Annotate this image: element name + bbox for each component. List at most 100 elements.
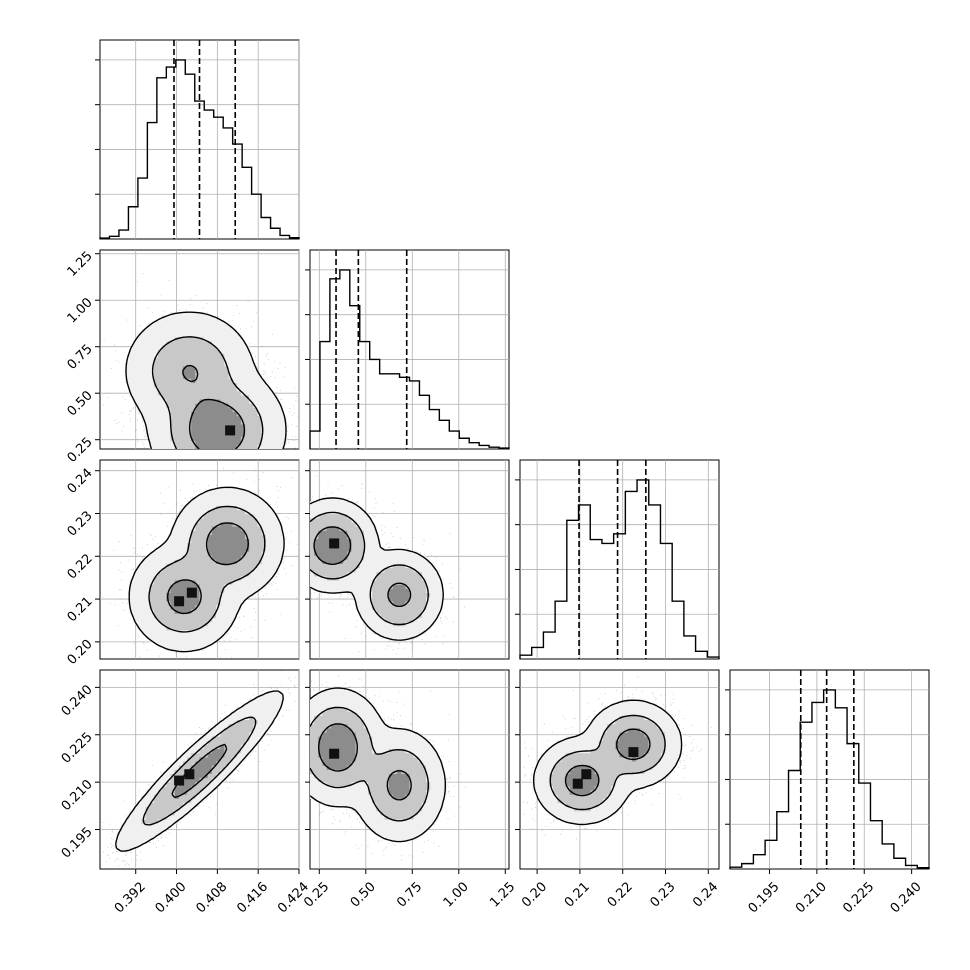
density-cell — [145, 337, 151, 342]
density-cell — [261, 411, 267, 417]
density-cell — [347, 777, 352, 783]
density-cell — [211, 592, 217, 598]
density-cell — [318, 563, 323, 569]
density-cell — [314, 732, 319, 737]
density-cell — [310, 522, 315, 527]
density-cell — [137, 386, 142, 392]
density-cell — [586, 802, 591, 808]
density-cell — [240, 530, 246, 535]
density-cell — [245, 361, 250, 367]
density-cell — [409, 588, 414, 593]
density-cell — [549, 790, 554, 795]
density-cell — [182, 551, 188, 556]
density-cell — [203, 382, 209, 388]
density-cell — [158, 823, 163, 828]
density-cell — [261, 509, 267, 515]
density-cell — [153, 320, 159, 325]
density-cell — [269, 444, 275, 449]
density-cell — [174, 567, 180, 573]
density-cell — [182, 320, 188, 325]
density-cell — [170, 332, 175, 338]
density-cell — [178, 588, 184, 593]
density-cell — [339, 719, 344, 725]
density-cell — [174, 353, 180, 359]
density-cell — [397, 810, 402, 816]
density-cell — [174, 345, 180, 350]
density-cell — [211, 424, 217, 429]
density-cell — [153, 831, 159, 837]
density-cell — [216, 370, 221, 375]
density-cell — [207, 403, 213, 408]
density-cell — [178, 444, 184, 449]
density-cell — [677, 732, 682, 737]
density-cell — [363, 786, 369, 791]
density-cell — [166, 357, 171, 363]
density-cell — [413, 621, 419, 627]
density-cell — [207, 736, 213, 741]
density-cell — [153, 600, 159, 606]
density-cell — [409, 765, 414, 770]
density-cell — [141, 370, 146, 375]
density-cell — [355, 530, 361, 535]
density-cell — [178, 374, 184, 379]
density-cell — [166, 576, 171, 581]
density-cell — [153, 436, 159, 442]
density-cell — [397, 596, 402, 602]
density-cell — [401, 786, 406, 791]
density-cell — [249, 723, 254, 729]
density-cell — [211, 366, 217, 371]
contour-line — [318, 723, 412, 801]
contour-line — [142, 716, 257, 826]
density-cell — [417, 773, 423, 779]
density-cell — [153, 374, 159, 379]
density-cell — [339, 711, 344, 716]
density-cell — [174, 617, 180, 622]
density-cell — [236, 353, 242, 359]
density-cell — [648, 740, 653, 745]
density-cell — [245, 707, 250, 712]
density-cell — [347, 794, 352, 799]
density-cell — [409, 744, 414, 750]
density-cell — [322, 748, 327, 754]
density-cell — [195, 580, 200, 585]
density-cell — [191, 584, 196, 589]
density-cell — [187, 802, 192, 808]
density-cell — [380, 728, 385, 733]
density-cell — [318, 551, 323, 556]
density-cell — [673, 744, 678, 750]
density-cell — [207, 357, 213, 363]
density-cell — [339, 509, 344, 515]
density-cell — [187, 316, 192, 321]
density-cell — [178, 407, 184, 412]
density-cell — [347, 715, 352, 721]
density-cell — [261, 382, 267, 388]
density-cell — [322, 538, 327, 544]
density-cell — [203, 580, 209, 585]
density-cell — [178, 526, 184, 531]
density-cell — [178, 328, 184, 334]
density-cell — [158, 786, 163, 791]
density-cell — [232, 719, 238, 725]
density-cell — [261, 399, 267, 404]
density-cell — [426, 576, 431, 581]
density-cell — [409, 621, 414, 627]
density-cell — [351, 715, 356, 721]
density-cell — [253, 374, 258, 379]
y-tick-label: 0.24 — [65, 466, 96, 497]
density-cell — [153, 407, 159, 412]
density-cell — [178, 513, 184, 519]
density-cell — [203, 501, 209, 506]
density-cell — [619, 761, 624, 766]
density-cell — [153, 596, 159, 602]
density-cell — [582, 740, 587, 745]
density-cell — [359, 551, 365, 556]
density-cell — [199, 497, 204, 502]
density-cell — [211, 563, 217, 569]
density-cell — [232, 390, 238, 396]
density-cell — [339, 715, 344, 721]
density-cell — [187, 563, 192, 569]
density-cell — [211, 341, 217, 346]
density-cell — [199, 571, 204, 577]
density-cell — [384, 740, 390, 745]
density-cell — [392, 609, 398, 614]
